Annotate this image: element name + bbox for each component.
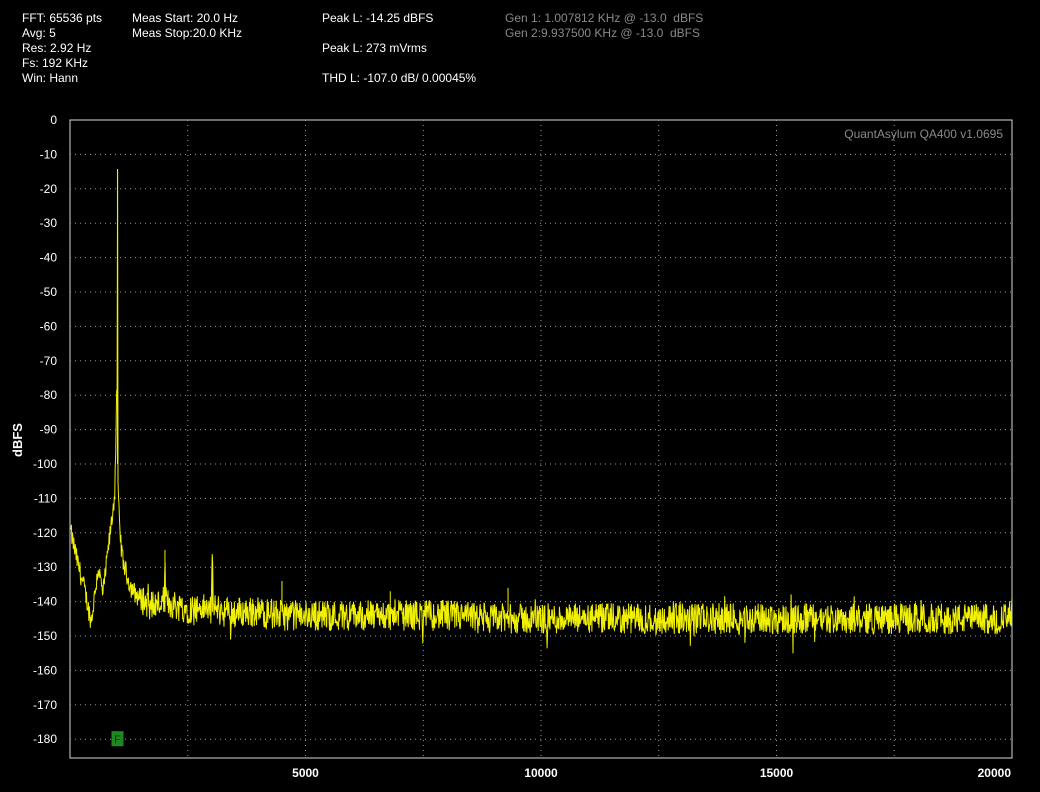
y-tick-label: -70: [40, 354, 58, 368]
peak-dbfs-label: Peak L: -14.25 dBFS: [322, 11, 434, 25]
fft-size-label: FFT: 65536 pts: [22, 11, 103, 25]
spectrum-trace: [70, 168, 1013, 654]
y-tick-label: 0: [50, 113, 57, 127]
y-tick-label: -180: [33, 732, 57, 746]
x-tick-label: 20000: [978, 766, 1012, 780]
y-tick-label: -30: [40, 216, 58, 230]
grid-lines: [70, 120, 1012, 758]
y-tick-label: -110: [34, 491, 57, 505]
x-tick-label: 15000: [760, 766, 794, 780]
y-tick-label: -150: [33, 629, 57, 643]
marker-label: F: [114, 734, 121, 746]
y-tick-label: -170: [33, 698, 57, 712]
x-axis-ticks: 5000 10000 15000 20000: [292, 766, 1011, 780]
y-tick-label: -100: [33, 457, 57, 471]
y-tick-label: -60: [40, 319, 58, 333]
y-tick-label: -160: [33, 663, 57, 677]
y-tick-label: -50: [40, 285, 58, 299]
meas-stop-label: Meas Stop:20.0 KHz: [132, 26, 243, 40]
y-tick-label: -20: [40, 182, 58, 196]
y-tick-label: -80: [40, 388, 58, 402]
x-tick-label: 5000: [292, 766, 319, 780]
x-tick-label: 10000: [524, 766, 558, 780]
marker-box[interactable]: [111, 731, 124, 747]
fundamental-marker[interactable]: F: [111, 731, 124, 747]
thd-label: THD L: -107.0 dB/ 0.00045%: [322, 71, 477, 85]
y-tick-label: -10: [40, 147, 58, 161]
y-axis-ticks: 0 -10 -20 -30 -40 -50 -60 -70 -80 -90 -100 -110 -120…: [33, 113, 57, 746]
y-tick-label: -130: [33, 560, 57, 574]
version-watermark: QuantAsylum QA400 v1.0695: [844, 127, 1003, 141]
y-axis-label: dBFS: [10, 423, 25, 457]
generator-1-label: Gen 1: 1.007812 KHz @ -13.0 dBFS: [505, 11, 704, 25]
window-label: Win: Hann: [22, 71, 79, 85]
spectrum-line: [70, 168, 1013, 654]
y-tick-label: -120: [33, 526, 57, 540]
averages-label: Avg: 5: [22, 26, 56, 40]
y-tick-label: -90: [40, 423, 58, 437]
plot-area[interactable]: [69, 119, 1013, 759]
generator-2-label: Gen 2:9.937500 KHz @ -13.0 dBFS: [505, 26, 700, 40]
y-tick-label: -140: [33, 595, 57, 609]
y-tick-label: -40: [40, 251, 58, 265]
meas-start-label: Meas Start: 20.0 Hz: [132, 11, 239, 25]
resolution-label: Res: 2.92 Hz: [22, 41, 92, 55]
peak-mvrms-label: Peak L: 273 mVrms: [322, 41, 427, 55]
sample-rate-label: Fs: 192 KHz: [22, 56, 89, 70]
